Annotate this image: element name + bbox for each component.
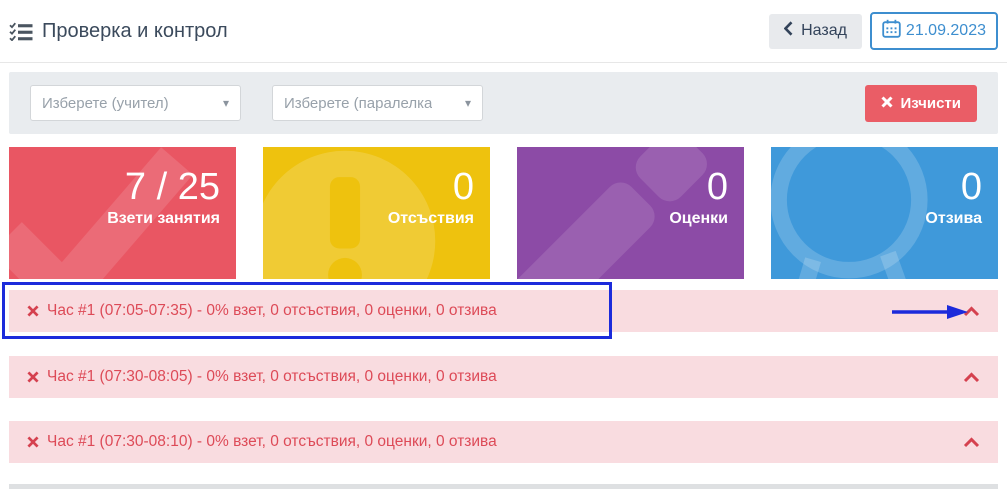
header-separator <box>0 62 1007 63</box>
page-title: Проверка и контрол <box>9 20 228 43</box>
class-select[interactable]: Изберете (паралелка ▾ <box>272 85 483 121</box>
lesson-row[interactable]: Час #1 (07:05-07:35) - 0% взет, 0 отсъст… <box>9 290 998 332</box>
tasks-icon <box>9 22 33 41</box>
stat-card-absences[interactable]: 0 Отсъствия <box>263 147 490 279</box>
stat-card-taken-lessons[interactable]: 7 / 25 Взети занятия <box>9 147 236 279</box>
lesson-row-text: Час #1 (07:30-08:10) - 0% взет, 0 отсъст… <box>47 433 497 450</box>
clear-filters-label: Изчисти <box>900 94 961 112</box>
back-button-label: Назад <box>801 22 847 39</box>
class-select-value: Изберете (паралелка <box>284 94 433 112</box>
caret-down-icon: ▾ <box>222 96 229 110</box>
stat-label: Отзива <box>925 209 982 227</box>
stat-label: Отсъствия <box>387 209 474 227</box>
back-button[interactable]: Назад <box>769 13 862 49</box>
teacher-select-value: Изберете (учител) <box>42 94 169 112</box>
lesson-row-text: Час #1 (07:30-08:05) - 0% взет, 0 отсъст… <box>47 368 497 385</box>
stat-value: 0 <box>706 166 728 209</box>
clear-filters-button[interactable]: Изчисти <box>865 84 977 122</box>
stat-card-remarks[interactable]: 0 Отзива <box>771 147 998 279</box>
page-header: Проверка и контрол Назад <box>9 0 998 62</box>
stat-value: 0 <box>960 166 982 209</box>
x-icon <box>881 95 894 112</box>
page-title-text: Проверка и контрол <box>42 19 228 42</box>
chevron-up-icon[interactable] <box>963 305 980 317</box>
remove-icon[interactable] <box>27 436 39 448</box>
calendar-icon <box>882 19 901 43</box>
teacher-select[interactable]: Изберете (учител) ▾ <box>30 85 241 121</box>
next-section-edge <box>9 484 998 489</box>
remove-icon[interactable] <box>27 371 39 383</box>
stat-value: 0 <box>452 166 474 209</box>
lesson-row[interactable]: Час #1 (07:30-08:10) - 0% взет, 0 отсъст… <box>9 421 998 463</box>
remove-icon[interactable] <box>27 305 39 317</box>
chevron-left-icon <box>783 21 793 41</box>
stat-value: 7 / 25 <box>124 166 220 209</box>
caret-down-icon: ▾ <box>464 96 471 110</box>
stat-label: Взети занятия <box>107 209 220 227</box>
chevron-up-icon[interactable] <box>963 371 980 383</box>
lesson-row-text: Час #1 (07:05-07:35) - 0% взет, 0 отсъст… <box>47 302 497 319</box>
stat-label: Оценки <box>669 209 728 227</box>
date-picker-value: 21.09.2023 <box>905 22 986 39</box>
date-picker-button[interactable]: 21.09.2023 <box>869 12 998 50</box>
stat-card-grades[interactable]: 0 Оценки <box>517 147 744 279</box>
stat-cards: 7 / 25 Взети занятия 0 Отсъствия 0 Оценк… <box>9 147 998 279</box>
filter-bar: Изберете (учител) ▾ Изберете (паралелка … <box>9 72 998 134</box>
chevron-up-icon[interactable] <box>963 436 980 448</box>
lesson-row[interactable]: Час #1 (07:30-08:05) - 0% взет, 0 отсъст… <box>9 356 998 398</box>
header-actions: Назад 21.09.2023 <box>769 12 998 50</box>
